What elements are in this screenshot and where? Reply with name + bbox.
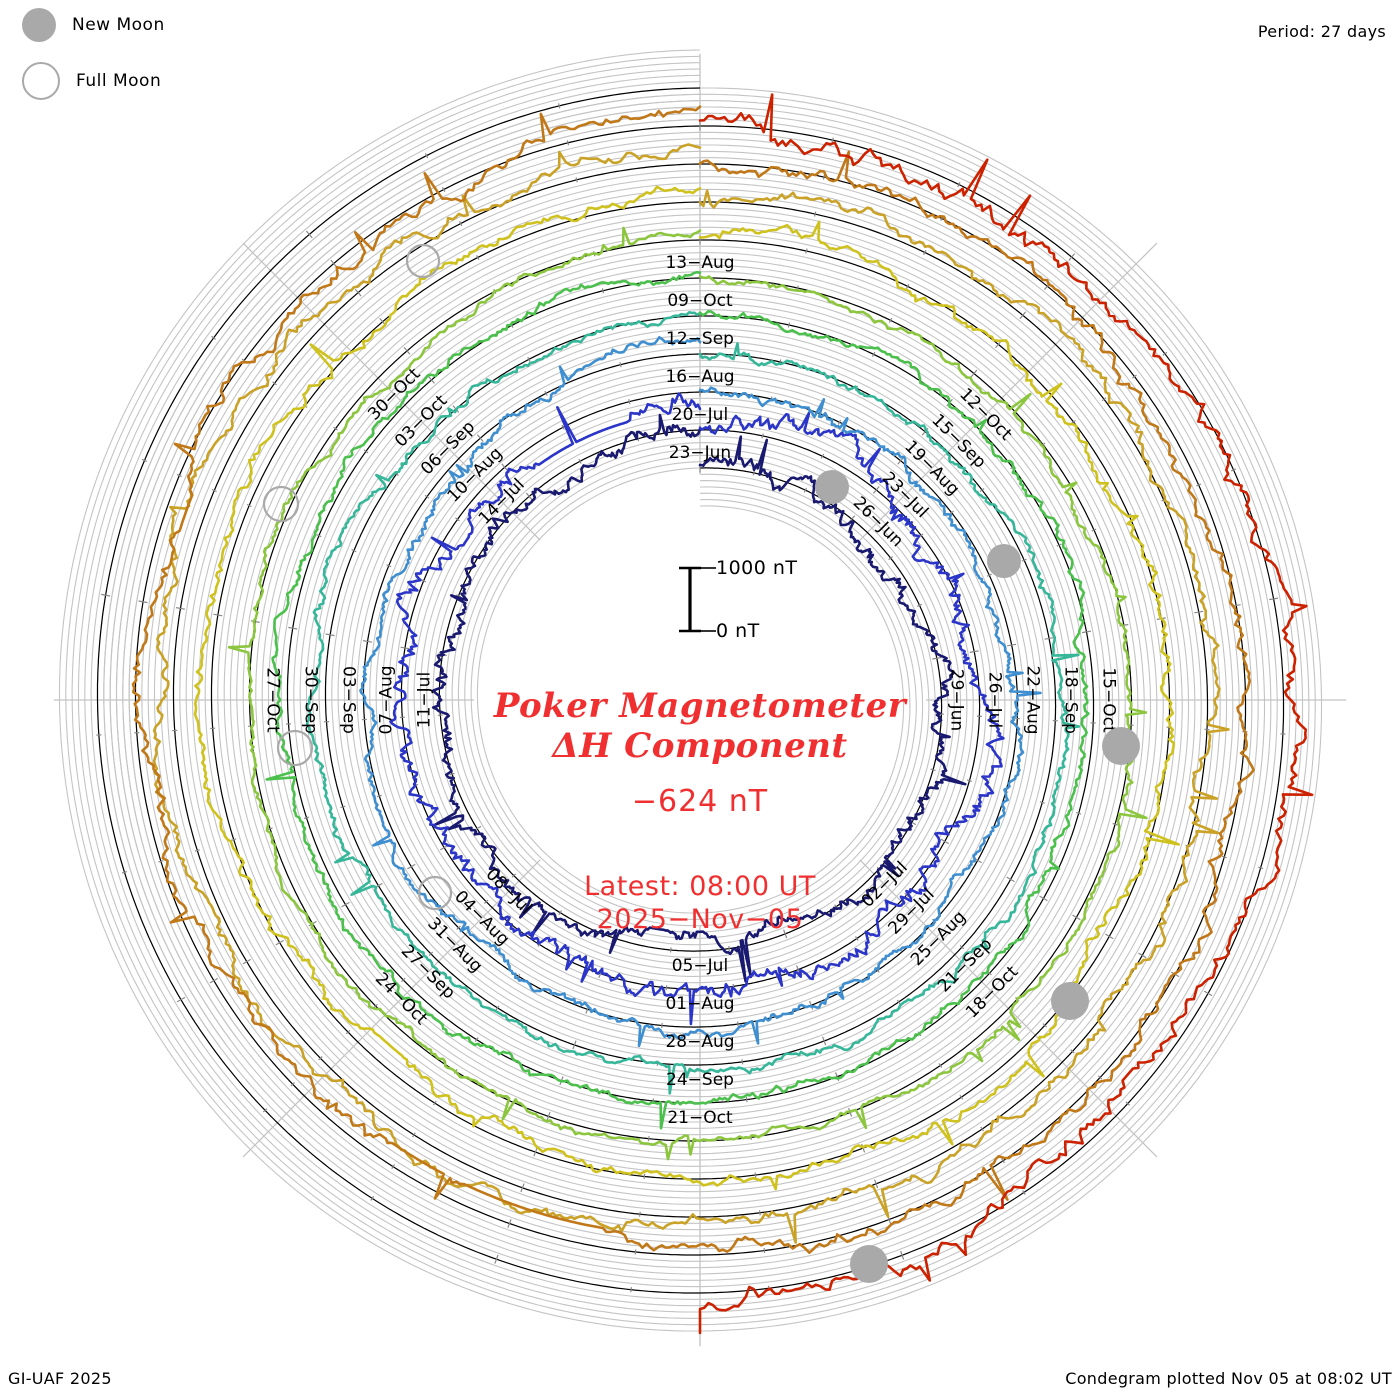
- plotted-label: Condegram plotted Nov 05 at 08:02 UT: [1065, 1369, 1392, 1388]
- filled-circle-icon: [22, 8, 56, 42]
- new-moon-marker: [1051, 982, 1089, 1020]
- legend-new-moon-label: New Moon: [72, 15, 165, 35]
- date-tick-label: 30−Sep: [301, 666, 321, 734]
- moon-marker-layer: [262, 243, 1140, 1283]
- date-tick-label: 24−Sep: [666, 1070, 734, 1090]
- date-tick-label: 27−Oct: [263, 667, 283, 733]
- radial-spokes-layer: [53, 53, 1347, 1347]
- full-moon-marker: [276, 729, 314, 767]
- date-tick-label: 21−Oct: [667, 1108, 733, 1128]
- date-label-layer: 23−Jun26−Jun29−Jun02−Jul05−Jul08−Jul11−J…: [263, 253, 1119, 1128]
- legend-new-moon: New Moon: [22, 8, 165, 42]
- full-moon-marker: [417, 875, 453, 911]
- date-tick-label: 20−Jul: [672, 405, 728, 425]
- date-tick-label: 12−Sep: [666, 329, 734, 349]
- date-tick-label: 05−Jul: [672, 956, 728, 976]
- new-moon-marker: [850, 1245, 888, 1283]
- date-tick-label: 11−Jul: [415, 672, 435, 728]
- date-tick-label: 13−Aug: [665, 253, 734, 273]
- date-tick-label: 29−Jun: [947, 669, 967, 731]
- date-tick-label: 09−Oct: [667, 291, 733, 311]
- full-moon-marker: [262, 485, 300, 523]
- tick-marks-layer: [96, 103, 1286, 1293]
- legend-full-moon: Full Moon: [22, 62, 161, 100]
- credit-label: GI-UAF 2025: [8, 1369, 112, 1388]
- new-moon-marker: [987, 544, 1021, 578]
- polar-grid-layer: [58, 49, 1323, 1332]
- data-trace-layer: [131, 93, 1314, 1335]
- date-tick-label: 18−Sep: [1061, 666, 1081, 734]
- full-moon-marker: [405, 243, 441, 279]
- date-tick-label: 07−Aug: [377, 665, 397, 734]
- period-label: Period: 27 days: [1257, 22, 1386, 41]
- new-moon-marker: [815, 470, 849, 504]
- legend-full-moon-label: Full Moon: [76, 71, 162, 91]
- date-tick-label: 23−Jun: [669, 443, 731, 463]
- date-tick-label: 03−Sep: [339, 666, 359, 734]
- date-tick-label: 15−Oct: [1099, 667, 1119, 733]
- date-tick-label: 22−Aug: [1023, 665, 1043, 734]
- open-circle-icon: [22, 62, 60, 100]
- date-tick-label: 28−Aug: [665, 1032, 734, 1052]
- scale-bar: [679, 566, 716, 633]
- new-moon-marker: [1102, 727, 1140, 765]
- date-tick-label: 01−Aug: [665, 994, 734, 1014]
- date-tick-label: 16−Aug: [665, 367, 734, 387]
- date-tick-label: 26−Jul: [985, 672, 1005, 728]
